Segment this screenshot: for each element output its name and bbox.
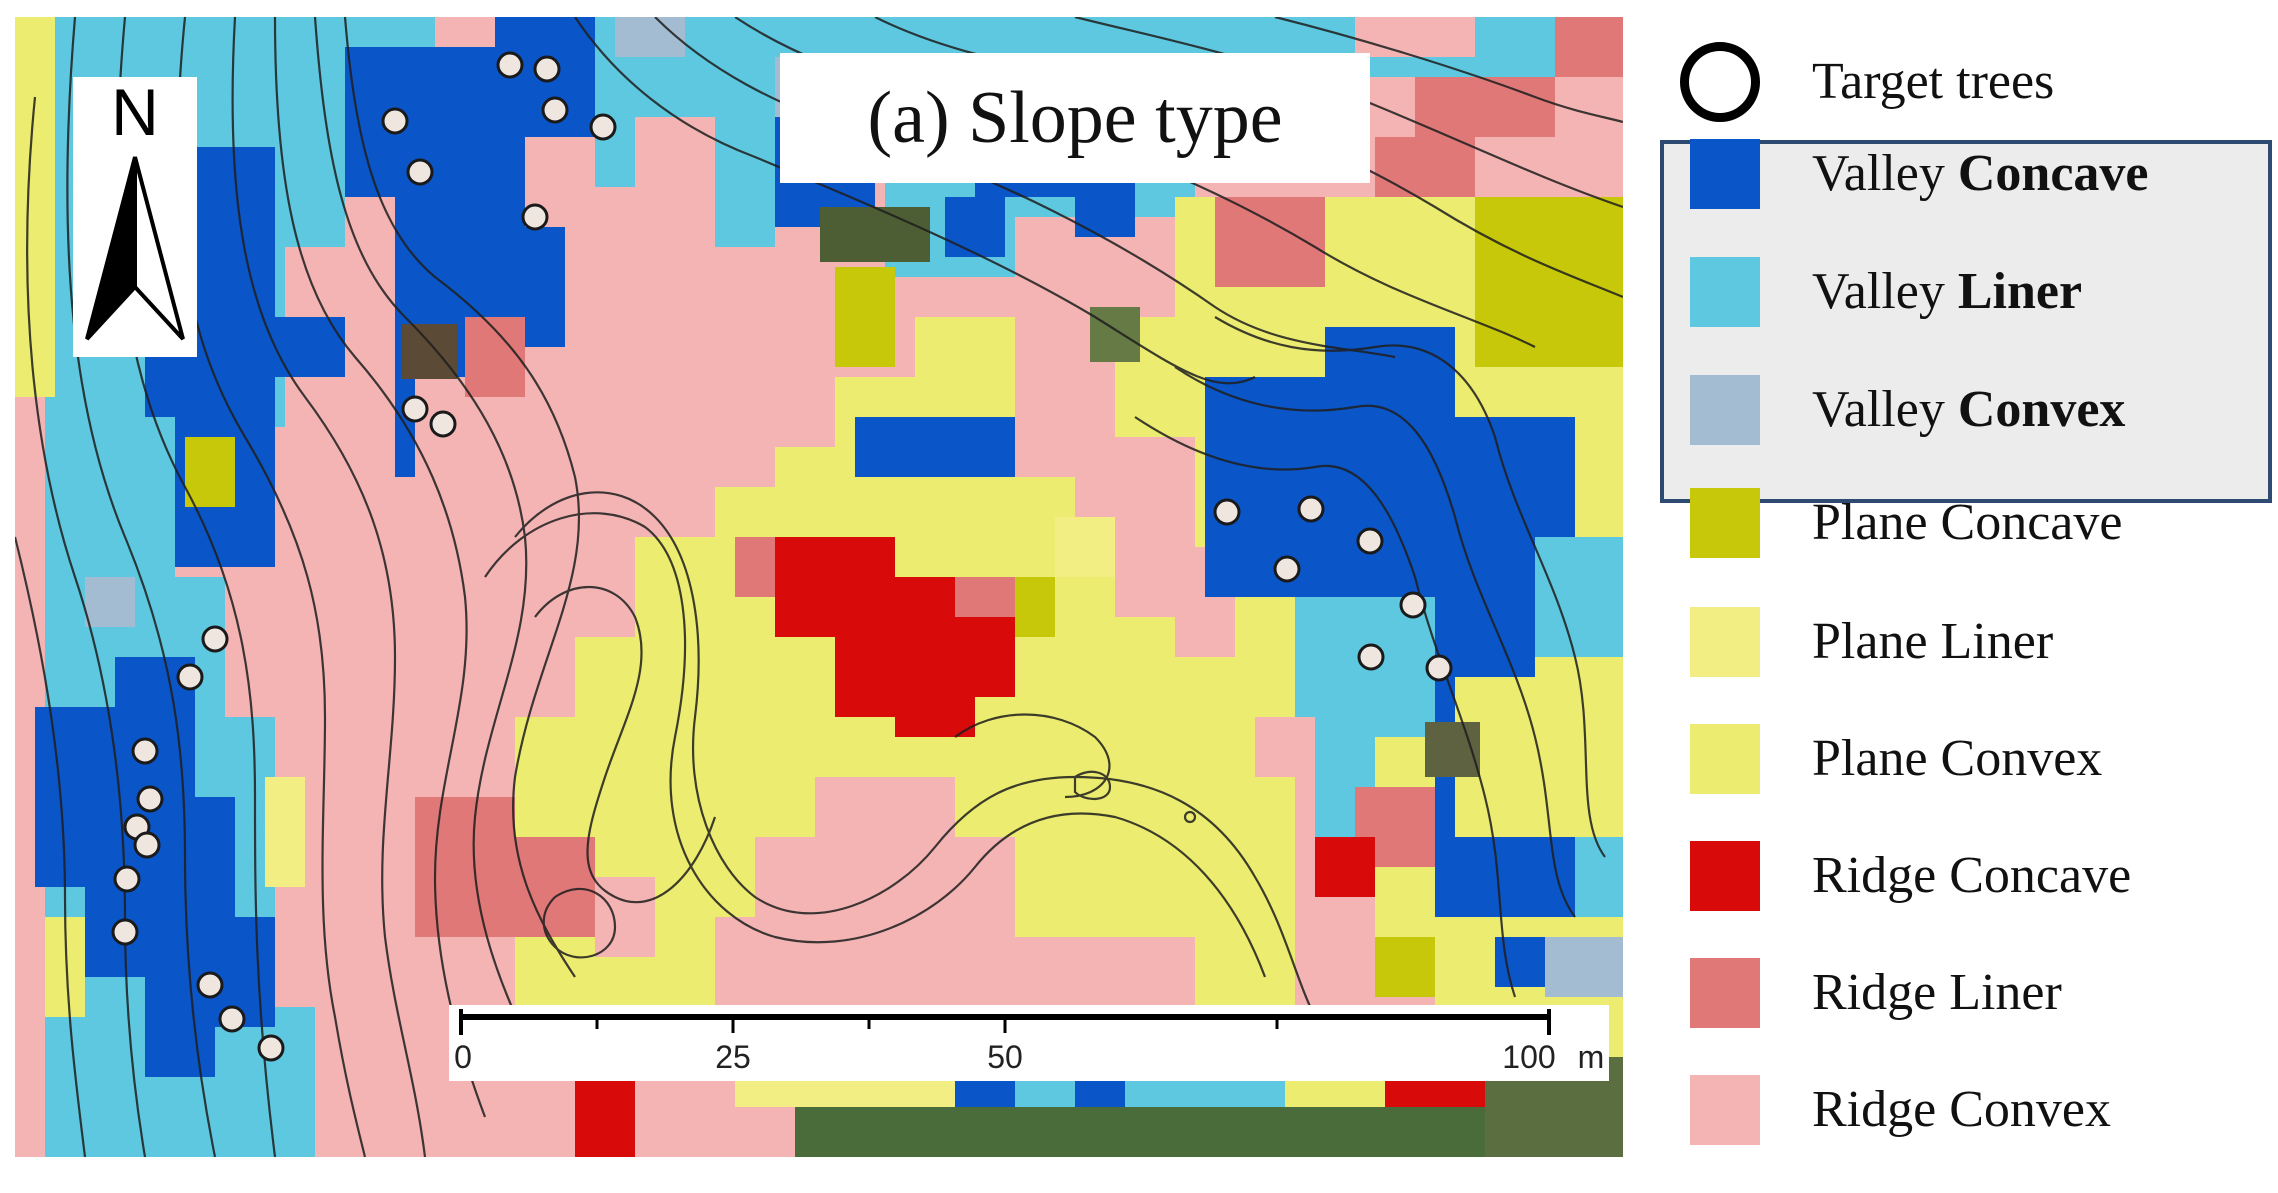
target-tree-marker	[218, 1005, 246, 1033]
target-tree-marker	[136, 785, 164, 813]
target-tree-marker	[257, 1034, 285, 1062]
target-tree-marker	[406, 158, 434, 186]
north-arrow: N	[73, 77, 197, 357]
legend-swatch	[1690, 139, 1760, 209]
target-tree-marker	[589, 113, 617, 141]
target-tree-marker	[1273, 555, 1301, 583]
target-tree-marker	[176, 663, 204, 691]
legend-item-label: Plane Convex	[1812, 733, 2102, 785]
target-tree-marker	[1399, 591, 1427, 619]
scale-tick-50: 50	[987, 1039, 1023, 1075]
legend-item-label: Valley Concave	[1812, 148, 2148, 200]
legend-item-prefix: Ridge	[1812, 964, 1937, 1021]
target-tree-marker	[1425, 654, 1453, 682]
target-tree-symbol	[1680, 42, 1760, 122]
target-tree-marker	[496, 51, 524, 79]
target-tree-marker	[196, 971, 224, 999]
target-tree-marker	[113, 865, 141, 893]
legend-item: Valley Convex	[1690, 375, 2125, 445]
legend-item-label: Valley Liner	[1812, 266, 2082, 318]
north-arrow-label: N	[111, 75, 159, 149]
aerial-imagery-strip	[795, 1107, 1495, 1157]
legend-swatch	[1690, 488, 1760, 558]
target-tree-marker	[381, 107, 409, 135]
legend-item: Plane Liner	[1690, 607, 2053, 677]
target-tree-marker	[1357, 643, 1385, 671]
legend-item-suffix: Convex	[1940, 730, 2103, 787]
legend-swatch	[1690, 841, 1760, 911]
legend-item-label: Ridge Convex	[1812, 1084, 2111, 1136]
legend-item-label: Ridge Liner	[1812, 967, 2062, 1019]
legend-swatch	[1690, 1075, 1760, 1145]
map-title: (a) Slope type	[780, 53, 1370, 183]
legend-item: Plane Concave	[1690, 488, 2122, 558]
legend-item: Ridge Convex	[1690, 1075, 2111, 1145]
target-tree-marker	[111, 918, 139, 946]
target-tree-marker	[1356, 527, 1384, 555]
legend-item-label: Plane Liner	[1812, 616, 2053, 668]
legend-item: Valley Concave	[1690, 139, 2148, 209]
target-tree-marker	[1297, 495, 1325, 523]
north-arrow-icon	[85, 156, 185, 341]
legend-item-prefix: Plane	[1812, 494, 1928, 551]
target-tree-marker	[429, 410, 457, 438]
target-tree-marker	[401, 395, 429, 423]
legend-item: Valley Liner	[1690, 257, 2082, 327]
scale-tick-0: 0	[454, 1039, 472, 1075]
target-tree-marker	[521, 203, 549, 231]
legend-item-label: Ridge Concave	[1812, 850, 2131, 902]
legend-item-prefix: Valley	[1812, 145, 1945, 202]
legend-item: Plane Convex	[1690, 724, 2102, 794]
scale-bar-ruler	[459, 1009, 1551, 1035]
map-raster	[15, 17, 1623, 1157]
legend-item: Ridge Liner	[1690, 958, 2062, 1028]
legend-item-suffix: Convex	[1949, 1081, 2111, 1138]
valley-concave-patch-sw	[35, 657, 275, 1077]
legend-item-suffix: Liner	[1957, 263, 2083, 320]
legend-swatch	[1690, 724, 1760, 794]
target-tree-marker	[133, 831, 161, 859]
target-tree-marker	[1213, 498, 1241, 526]
legend-item-label: Plane Concave	[1812, 497, 2122, 549]
legend-swatch	[1690, 375, 1760, 445]
legend-swatch	[1690, 607, 1760, 677]
legend-item-suffix: Concave	[1957, 145, 2149, 202]
scale-tick-100: 100	[1502, 1039, 1556, 1075]
legend-target-label: Target trees	[1812, 53, 2055, 110]
slope-type-map: N (a) Slope type 0 25 50 100 m	[15, 17, 1623, 1157]
legend-swatch	[1690, 958, 1760, 1028]
legend-item-prefix: Valley	[1812, 381, 1945, 438]
legend-swatch	[1690, 257, 1760, 327]
scale-bar: 0 25 50 100 m	[449, 1005, 1609, 1081]
legend-item-suffix: Convex	[1957, 381, 2126, 438]
target-trees	[111, 51, 1453, 1062]
target-tree-marker	[541, 96, 569, 124]
legend-item-prefix: Valley	[1812, 263, 1945, 320]
target-tree-marker	[131, 737, 159, 765]
legend-item-suffix: Concave	[1949, 847, 2132, 904]
legend-item-prefix: Ridge	[1812, 1081, 1937, 1138]
target-tree-marker	[201, 625, 229, 653]
legend-item-prefix: Ridge	[1812, 847, 1937, 904]
legend-item: Ridge Concave	[1690, 841, 2131, 911]
legend-valley-group	[1660, 140, 2272, 503]
legend-item-suffix: Concave	[1940, 494, 2123, 551]
scale-unit: m	[1577, 1039, 1605, 1075]
legend-item-label: Valley Convex	[1812, 384, 2125, 436]
legend-item-suffix: Liner	[1949, 964, 2062, 1021]
target-tree-marker	[533, 55, 561, 83]
legend-item-prefix: Plane	[1812, 730, 1928, 787]
legend-item-suffix: Liner	[1940, 613, 2054, 670]
legend-item-prefix: Plane	[1812, 613, 1928, 670]
scale-tick-25: 25	[715, 1039, 751, 1075]
